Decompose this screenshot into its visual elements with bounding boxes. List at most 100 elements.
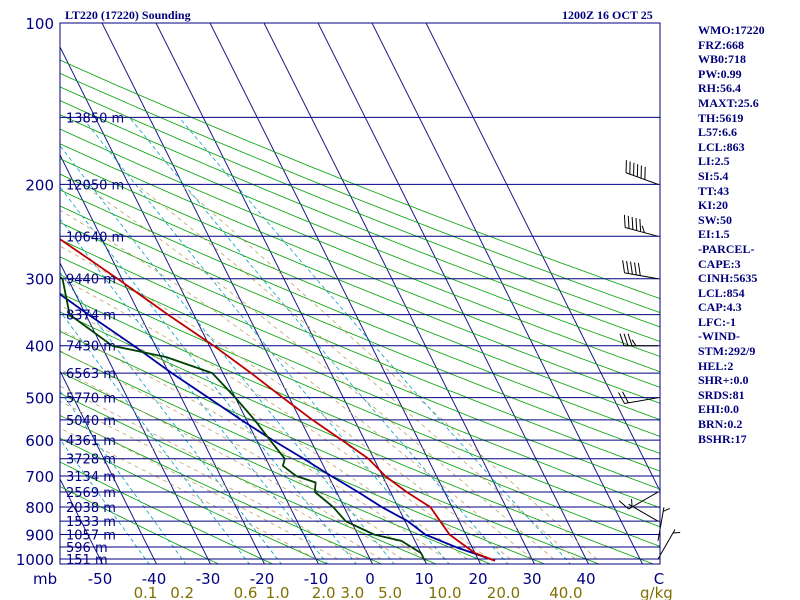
index-line: -WIND- bbox=[698, 329, 740, 344]
dewpoint-trace bbox=[60, 275, 426, 561]
index-line: PW:0.99 bbox=[698, 66, 742, 81]
height-label: 9440 m bbox=[66, 273, 116, 288]
wind-barb-feather bbox=[627, 215, 630, 229]
dry-adiabat-line bbox=[60, 143, 660, 388]
height-label: 12050 m bbox=[66, 178, 124, 193]
index-line: WB0:718 bbox=[698, 52, 746, 67]
isotherm-line bbox=[0, 11, 52, 570]
mixing-ratio-tick-label: 1.0 bbox=[266, 584, 290, 600]
temperature-tick-label: C bbox=[654, 570, 664, 588]
mixing-ratio-tick-label: 0.2 bbox=[170, 584, 194, 600]
pressure-unit-label: mb bbox=[33, 570, 57, 588]
index-line: LI:2.5 bbox=[698, 154, 730, 169]
pressure-tick-label: 700 bbox=[25, 468, 54, 486]
isotherm-line bbox=[60, 369, 158, 564]
index-line: KI:20 bbox=[698, 198, 728, 213]
height-label: 151 m bbox=[66, 553, 108, 568]
index-line: EHI:0.0 bbox=[698, 402, 740, 417]
index-line: CAP:4.3 bbox=[698, 300, 742, 315]
mixing-ratio-tick-label: 5.0 bbox=[378, 584, 402, 600]
pressure-tick-label: 200 bbox=[25, 176, 54, 194]
temperature-tick-label: 10 bbox=[414, 570, 433, 588]
dry-adiabat-line bbox=[60, 72, 660, 314]
height-label: 8374 m bbox=[66, 309, 116, 324]
dry-adiabat-line bbox=[60, 371, 492, 564]
isotherm-line bbox=[371, 23, 644, 564]
wind-barb bbox=[628, 498, 659, 522]
dry-adiabat-line bbox=[60, 86, 660, 328]
chart-station-title: LT220 (17220) Sounding bbox=[65, 8, 191, 22]
mixing-ratio-tick-label: 0.6 bbox=[234, 584, 258, 600]
dry-adiabat-line bbox=[60, 222, 660, 472]
index-line: BRN:0.2 bbox=[698, 417, 743, 432]
wind-barb-staff bbox=[628, 503, 659, 522]
dry-adiabat-line bbox=[60, 292, 660, 547]
mixing-ratio-tick-label: 40.0 bbox=[549, 584, 582, 600]
height-label: 5770 m bbox=[66, 392, 116, 407]
index-line: CAPE:3 bbox=[698, 256, 741, 271]
index-line: L57:6.6 bbox=[698, 125, 737, 140]
wind-barb-staff bbox=[625, 172, 659, 185]
moist-adiabat-line bbox=[60, 385, 382, 560]
dry-adiabat-line bbox=[60, 274, 660, 528]
wind-barb bbox=[619, 333, 658, 347]
index-line: LCL:863 bbox=[698, 139, 745, 154]
wind-barb-feather bbox=[621, 391, 629, 404]
index-line: TH:5619 bbox=[698, 110, 744, 125]
index-line: SHR+:0.0 bbox=[698, 373, 749, 388]
wind-barb-feather bbox=[630, 261, 633, 275]
wind-barb-feather bbox=[627, 333, 633, 346]
dry-adiabat-line bbox=[60, 158, 660, 404]
temperature-tick-label: -50 bbox=[88, 570, 113, 588]
pressure-tick-label: 400 bbox=[25, 338, 54, 356]
mixing-ratio-unit-label: g/kg bbox=[640, 584, 673, 600]
height-label: 7430 m bbox=[66, 340, 116, 355]
plot-frame bbox=[59, 22, 661, 565]
mixing-ratio-tick-label: 2.0 bbox=[312, 584, 336, 600]
wind-barb-staff bbox=[657, 529, 676, 560]
isotherm-line bbox=[60, 45, 320, 564]
moist-adiabat-line bbox=[60, 400, 360, 560]
pressure-tick-label: 600 bbox=[25, 432, 54, 450]
dry-adiabat-line bbox=[60, 256, 660, 509]
wind-barb-feather bbox=[626, 260, 629, 274]
index-line: SW:50 bbox=[698, 212, 733, 227]
wind-barb bbox=[622, 260, 659, 280]
wind-barb-staff bbox=[657, 507, 665, 541]
chart-datetime: 1200Z 16 OCT 25 bbox=[562, 8, 653, 22]
wind-barb-feather bbox=[618, 392, 625, 404]
dry-adiabat-line bbox=[60, 486, 220, 564]
wind-barb bbox=[618, 391, 659, 405]
temperature-tick-label: 20 bbox=[468, 570, 487, 588]
wind-barb-feather bbox=[641, 225, 645, 233]
isotherm-line bbox=[60, 153, 266, 564]
wind-barb-feather bbox=[631, 339, 637, 346]
dry-adiabat-line bbox=[60, 351, 546, 564]
index-line: SI:5.4 bbox=[698, 168, 729, 183]
dry-adiabat-line bbox=[60, 461, 275, 564]
temperature-tick-label: 0 bbox=[365, 570, 375, 588]
wind-barb-feather bbox=[619, 333, 625, 346]
pressure-tick-label: 100 bbox=[25, 15, 54, 33]
wind-barb bbox=[657, 529, 681, 560]
dry-adiabat-line bbox=[60, 128, 660, 373]
pressure-tick-label: 900 bbox=[25, 526, 54, 544]
height-label: 5040 m bbox=[66, 414, 116, 429]
height-label: 6563 m bbox=[66, 367, 116, 382]
wind-barb-staff bbox=[628, 491, 659, 510]
temperature-tick-label: -40 bbox=[142, 570, 167, 588]
isotherm-line bbox=[155, 23, 428, 564]
index-line: FRZ:668 bbox=[698, 37, 744, 52]
wind-barb-feather bbox=[623, 214, 626, 228]
dry-adiabat-line bbox=[60, 114, 660, 357]
height-label: 3728 m bbox=[66, 453, 116, 468]
dry-adiabat-line bbox=[60, 311, 655, 564]
index-line: LFC:-1 bbox=[698, 314, 736, 329]
isotherm-line bbox=[101, 23, 374, 564]
index-line: HEL:2 bbox=[698, 358, 734, 373]
parcel-trace bbox=[60, 293, 496, 562]
wind-barb bbox=[625, 160, 659, 185]
moist-adiabat-line bbox=[60, 209, 533, 560]
wind-barb-staff bbox=[625, 227, 659, 237]
wind-barb-feather bbox=[622, 260, 626, 273]
